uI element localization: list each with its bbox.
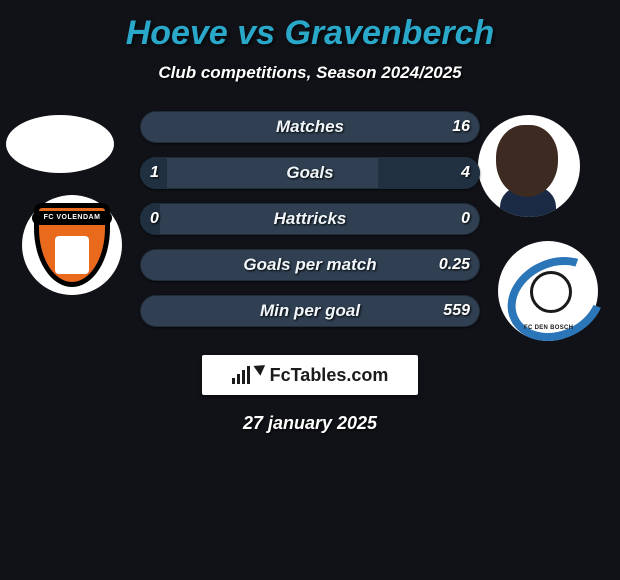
stat-row: Goals per match0.25 bbox=[140, 249, 480, 281]
stat-label: Hattricks bbox=[140, 203, 480, 235]
subtitle: Club competitions, Season 2024/2025 bbox=[0, 63, 620, 83]
stat-label: Goals bbox=[140, 157, 480, 189]
arrow-icon bbox=[253, 360, 268, 376]
stats-table: Matches16 1Goals4 0Hattricks0 Goals per mat… bbox=[140, 111, 480, 341]
stat-label: Min per goal bbox=[140, 295, 480, 327]
page-title: Hoeve vs Gravenberch bbox=[0, 14, 620, 53]
comparison-card: Hoeve vs Gravenberch Club competitions, … bbox=[0, 0, 620, 434]
stat-value-right: 16 bbox=[452, 111, 470, 143]
dragon-icon bbox=[510, 253, 586, 329]
stat-row: Matches16 bbox=[140, 111, 480, 143]
player-right-avatar bbox=[478, 115, 580, 217]
player-left-avatar bbox=[6, 115, 114, 173]
watermark-badge: FcTables.com bbox=[202, 355, 418, 395]
club-right-name: FC DEN BOSCH bbox=[524, 325, 573, 331]
comparison-body: FC VOLENDAM FC DEN BOSCH Matches16 1Goals… bbox=[0, 109, 620, 339]
club-right-badge: FC DEN BOSCH bbox=[498, 241, 598, 341]
stat-value-right: 0.25 bbox=[439, 249, 470, 281]
stat-row: 0Hattricks0 bbox=[140, 203, 480, 235]
stat-value-right: 559 bbox=[443, 295, 470, 327]
stat-label: Matches bbox=[140, 111, 480, 143]
date-label: 27 january 2025 bbox=[0, 413, 620, 434]
bars-icon bbox=[232, 366, 254, 384]
club-left-name: FC VOLENDAM bbox=[32, 211, 112, 225]
stat-row: 1Goals4 bbox=[140, 157, 480, 189]
stat-label: Goals per match bbox=[140, 249, 480, 281]
stat-value-right: 4 bbox=[461, 157, 470, 189]
club-left-badge: FC VOLENDAM bbox=[22, 195, 122, 295]
stat-value-right: 0 bbox=[461, 203, 470, 235]
stat-row: Min per goal559 bbox=[140, 295, 480, 327]
watermark-text: FcTables.com bbox=[270, 365, 389, 386]
